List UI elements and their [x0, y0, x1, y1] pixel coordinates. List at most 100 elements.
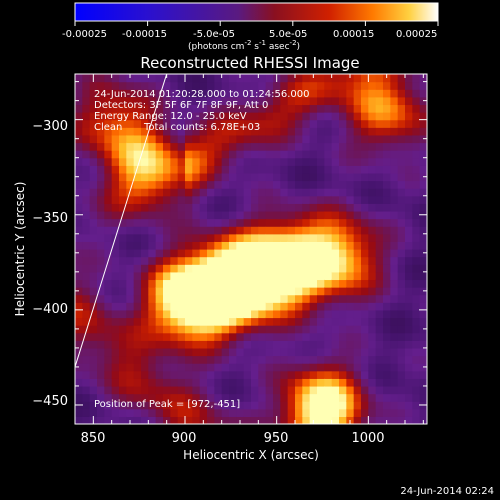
heatmap-cell — [383, 393, 391, 402]
heatmap-cell — [97, 172, 105, 182]
heatmap-cell — [412, 309, 421, 319]
heatmap-cell — [229, 249, 237, 258]
heatmap-cell — [295, 142, 303, 151]
heatmap-cell — [126, 264, 135, 273]
heatmap-cell — [346, 355, 355, 364]
heatmap-cell — [199, 385, 208, 395]
heatmap-cell — [405, 340, 413, 349]
heatmap-cell — [185, 210, 193, 220]
heatmap-cell — [199, 256, 208, 265]
heatmap-cell — [221, 188, 230, 197]
heatmap-cell — [419, 355, 427, 364]
heatmap-cell — [412, 157, 421, 166]
heatmap-cell — [170, 233, 179, 242]
heatmap-cell — [324, 264, 333, 273]
info-time-range: 24-Jun-2014 01:20:28.000 to 01:24:56.000 — [94, 89, 310, 100]
heatmap-cell — [229, 233, 237, 242]
heatmap-cell — [155, 264, 164, 273]
heatmap-cell — [207, 309, 215, 319]
heatmap-cell — [104, 401, 113, 410]
heatmap-cell — [170, 180, 179, 189]
heatmap-cell — [353, 256, 362, 265]
heatmap-cell — [126, 325, 135, 334]
heatmap-cell — [412, 172, 421, 182]
heatmap-cell — [375, 363, 384, 372]
heatmap-cell — [214, 370, 223, 379]
heatmap-cell — [265, 401, 274, 410]
heatmap-cell — [126, 226, 135, 235]
heatmap-cell — [119, 172, 127, 182]
heatmap-cell — [207, 401, 215, 410]
y-tick-450: −450 — [32, 394, 68, 409]
heatmap-cell — [75, 226, 83, 235]
heatmap-cell — [251, 363, 259, 372]
heatmap-cell — [170, 218, 179, 227]
heatmap-cell — [302, 401, 311, 410]
heatmap-cell — [331, 142, 340, 151]
heatmap-cell — [111, 188, 120, 197]
heatmap-cell — [163, 127, 171, 136]
heatmap-cell — [126, 317, 135, 326]
heatmap-cell — [346, 119, 355, 128]
heatmap-cell — [317, 271, 325, 281]
heatmap-cell — [221, 370, 230, 379]
heatmap-cell — [199, 188, 208, 197]
heatmap-cell — [412, 150, 421, 159]
heatmap-cell — [361, 363, 369, 372]
heatmap-cell — [199, 218, 208, 227]
heatmap-cell — [111, 264, 120, 273]
heatmap-cell — [214, 172, 223, 182]
heatmap-cell — [221, 332, 230, 341]
heatmap-cell — [126, 96, 135, 106]
heatmap-cell — [199, 325, 208, 334]
x-tick-850: 850 — [81, 431, 106, 446]
heatmap-cell — [324, 385, 333, 395]
heatmap-cell — [177, 249, 186, 258]
heatmap-cell — [221, 210, 230, 220]
heatmap-cell — [361, 172, 369, 182]
heatmap-cell — [243, 112, 252, 121]
heatmap-cell — [419, 385, 427, 395]
heatmap-cell — [199, 127, 208, 136]
heatmap-cell — [265, 393, 274, 402]
heatmap-cell — [207, 134, 215, 144]
heatmap-cell — [258, 271, 267, 281]
heatmap-cell — [155, 81, 164, 90]
heatmap-cell — [185, 226, 193, 235]
heatmap-cell — [155, 195, 164, 204]
heatmap-cell — [419, 332, 427, 341]
heatmap-cell — [339, 309, 347, 319]
heatmap-cell — [192, 142, 201, 151]
heatmap-cell — [324, 256, 333, 265]
heatmap-cell — [317, 150, 325, 159]
heatmap-cell — [229, 180, 237, 189]
heatmap-cell — [302, 332, 311, 341]
heatmap-cell — [148, 317, 157, 326]
heatmap-cell — [251, 385, 259, 395]
heatmap-cell — [317, 408, 325, 417]
heatmap-cell — [119, 325, 127, 334]
heatmap-cell — [177, 287, 186, 296]
heatmap-cell — [287, 256, 296, 265]
heatmap-cell — [170, 150, 179, 159]
heatmap-cell — [251, 416, 259, 424]
heatmap-cell — [192, 347, 201, 357]
heatmap-cell — [317, 203, 325, 212]
heatmap-cell — [302, 408, 311, 417]
heatmap-cell — [163, 279, 171, 288]
heatmap-cell — [375, 294, 384, 303]
heatmap-cell — [104, 127, 113, 136]
heatmap-cell — [302, 96, 311, 106]
heatmap-cell — [368, 195, 377, 204]
heatmap-cell — [302, 294, 311, 303]
heatmap-cell — [390, 188, 399, 197]
heatmap-cell — [243, 393, 252, 402]
heatmap-cell — [170, 347, 179, 357]
heatmap-cell — [177, 210, 186, 220]
heatmap-cell — [419, 309, 427, 319]
heatmap-cell — [339, 378, 347, 387]
heatmap-cell — [375, 96, 384, 106]
heatmap-cell — [317, 74, 325, 83]
heatmap-cell — [155, 302, 164, 311]
heatmap-cell — [375, 119, 384, 128]
